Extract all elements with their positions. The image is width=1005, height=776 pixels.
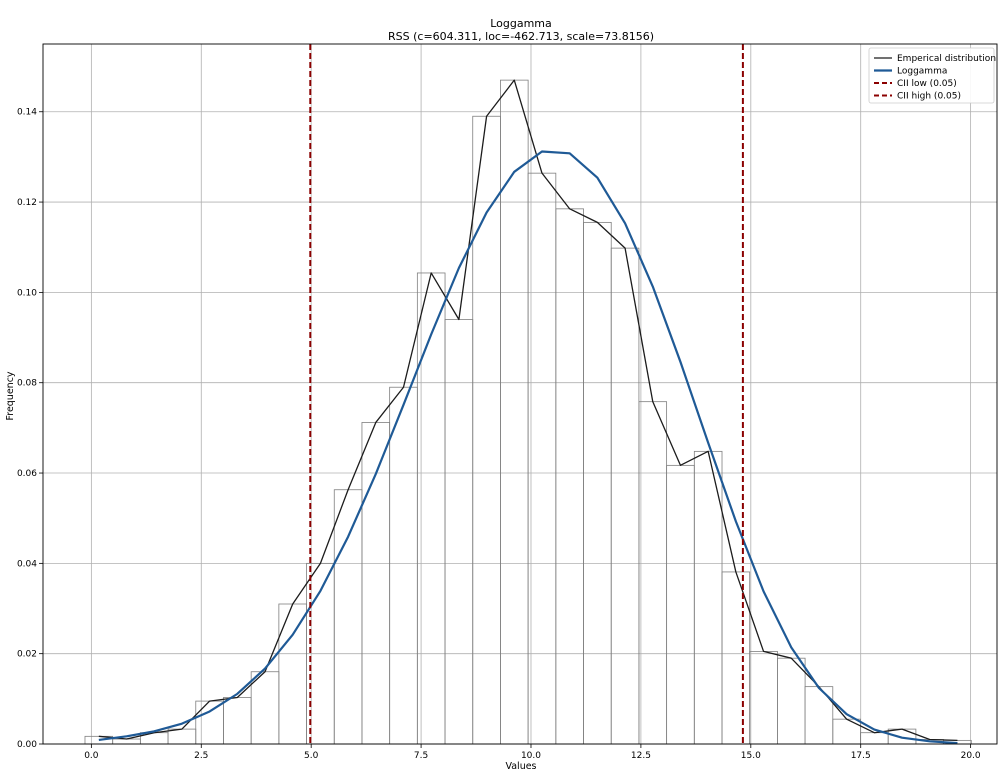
legend-entry: CII high (0.05) xyxy=(897,92,961,102)
x-tick-label: 2.5 xyxy=(194,751,208,761)
histogram-bar xyxy=(278,603,307,745)
x-tick-label: 10.0 xyxy=(521,751,541,761)
x-tick-label: 7.5 xyxy=(414,751,428,761)
histogram-bar xyxy=(749,651,778,745)
grid xyxy=(43,44,997,745)
chart-subtitle: RSS (c=604.311, loc=-462.713, scale=73.8… xyxy=(388,30,654,43)
x-axis-label: Values xyxy=(505,761,536,772)
histogram-bar xyxy=(389,386,418,745)
histogram-bar xyxy=(112,738,141,745)
y-tick-label: 0.12 xyxy=(17,198,37,208)
histogram-bar xyxy=(721,571,751,745)
y-tick-label: 0.02 xyxy=(17,650,37,660)
y-tick-label: 0.06 xyxy=(17,469,37,479)
histogram-bar xyxy=(804,686,834,745)
y-axis-label: Frequency xyxy=(5,371,16,420)
series-lines xyxy=(98,44,958,745)
histogram-bar xyxy=(361,422,391,745)
y-tick-label: 0.14 xyxy=(17,108,37,118)
chart-title: Loggamma xyxy=(490,17,552,30)
y-tick-label: 0.00 xyxy=(17,740,37,750)
legend-entry: Emperical distribution xyxy=(897,54,996,64)
x-axis-ticks: 0.0 2.5 5.0 7.5 10.0 12.5 15.0 17.5 20.0 xyxy=(84,744,981,761)
x-tick-label: 5.0 xyxy=(304,751,319,761)
histogram-bars xyxy=(84,79,972,745)
loggamma-fit-line xyxy=(98,150,958,745)
axes-frame xyxy=(42,43,998,745)
histogram-bar xyxy=(444,319,474,745)
histogram-bar xyxy=(500,79,529,745)
plot-frame xyxy=(42,43,998,745)
histogram-bar xyxy=(250,671,280,745)
histogram-bar xyxy=(195,700,224,745)
x-tick-label: 0.0 xyxy=(84,751,99,761)
x-tick-label: 17.5 xyxy=(851,751,871,761)
x-tick-label: 20.0 xyxy=(961,751,981,761)
histogram-bar xyxy=(416,272,446,745)
legend-entry: CII low (0.05) xyxy=(897,79,957,89)
histogram-bar xyxy=(333,489,363,745)
histogram-bar xyxy=(527,172,557,745)
histogram-bar xyxy=(666,464,695,745)
histogram-bar xyxy=(860,732,889,745)
histogram-bar xyxy=(638,401,668,745)
legend-box xyxy=(868,47,995,104)
histogram-bar xyxy=(610,247,640,745)
y-tick-label: 0.08 xyxy=(17,379,37,389)
histogram-bar xyxy=(777,657,806,745)
y-axis-ticks: 0.00 0.02 0.04 0.06 0.08 0.10 0.12 0.14 xyxy=(17,108,43,750)
histogram-bar xyxy=(472,115,501,745)
y-tick-label: 0.04 xyxy=(17,559,37,569)
x-tick-label: 15.0 xyxy=(741,751,761,761)
legend-entry: Loggamma xyxy=(897,67,947,77)
histogram-bar xyxy=(167,728,197,745)
histogram-bar xyxy=(832,718,861,745)
legend: Emperical distribution Loggamma CII low (0… xyxy=(868,47,996,104)
x-tick-label: 12.5 xyxy=(631,751,651,761)
histogram-bar xyxy=(583,221,612,745)
y-tick-label: 0.10 xyxy=(17,288,37,298)
histogram-bar xyxy=(555,208,584,745)
histogram-bar xyxy=(223,697,252,745)
